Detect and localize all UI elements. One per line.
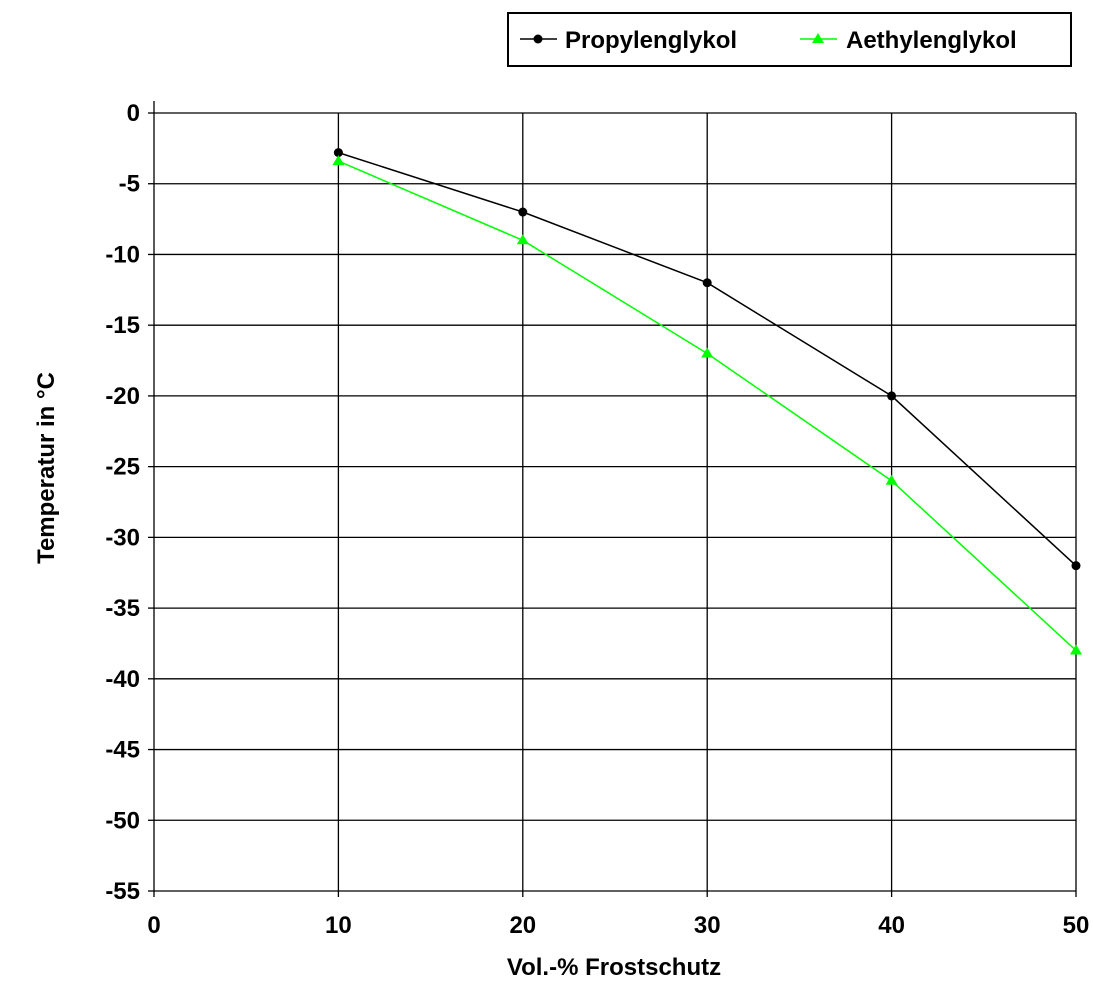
grid — [154, 112, 1077, 891]
y-tick-label: -45 — [105, 737, 140, 764]
legend-label-propylenglykol: Propylenglykol — [565, 27, 737, 54]
y-tick-label: -20 — [105, 383, 140, 410]
data-point-aethylenglykol — [1070, 644, 1082, 655]
data-point-propylenglykol — [1071, 561, 1081, 571]
y-tick-label: -5 — [119, 171, 140, 198]
y-tick-label: -15 — [105, 312, 140, 339]
data-point-propylenglykol — [702, 278, 712, 288]
data-point-propylenglykol — [518, 207, 528, 217]
legend-label-aethylenglykol: Aethylenglykol — [846, 27, 1017, 54]
data-point-propylenglykol — [333, 148, 343, 158]
axes — [148, 101, 1077, 897]
y-tick-label: 0 — [127, 100, 140, 127]
series-layer — [332, 148, 1082, 655]
y-tick-label: -55 — [105, 878, 140, 905]
x-tick-label: 10 — [325, 912, 352, 939]
x-tick-label: 0 — [147, 912, 160, 939]
data-point-propylenglykol — [887, 391, 897, 401]
legend: Propylenglykol Aethylenglykol — [507, 12, 1072, 67]
legend-box — [507, 12, 1072, 67]
y-tick-label: -40 — [105, 666, 140, 693]
legend-marker-propylenglykol — [533, 34, 543, 44]
tick-labels: 0 -5 -10 -15 -20 -25 -30 -35 -40 -45 -50 -55 0 10 20 30… — [105, 100, 1089, 939]
x-tick-label: 20 — [509, 912, 536, 939]
data-point-aethylenglykol — [701, 347, 714, 358]
x-tick-label: 50 — [1063, 912, 1090, 939]
data-point-aethylenglykol — [885, 474, 898, 485]
y-tick-label: -35 — [105, 595, 140, 622]
legend-marker-aethylenglykol — [812, 33, 824, 43]
x-axis-title: Vol.-% Frostschutz — [507, 954, 721, 981]
y-axis-title: Temperatur in °C — [33, 372, 60, 564]
x-tick-label: 40 — [878, 912, 905, 939]
data-point-aethylenglykol — [516, 234, 529, 245]
data-point-aethylenglykol — [332, 155, 345, 166]
y-tick-label: -30 — [105, 524, 140, 551]
y-tick-label: -25 — [105, 454, 140, 481]
x-tick-label: 30 — [694, 912, 721, 939]
y-tick-label: -10 — [105, 241, 140, 268]
y-tick-label: -50 — [105, 807, 140, 834]
